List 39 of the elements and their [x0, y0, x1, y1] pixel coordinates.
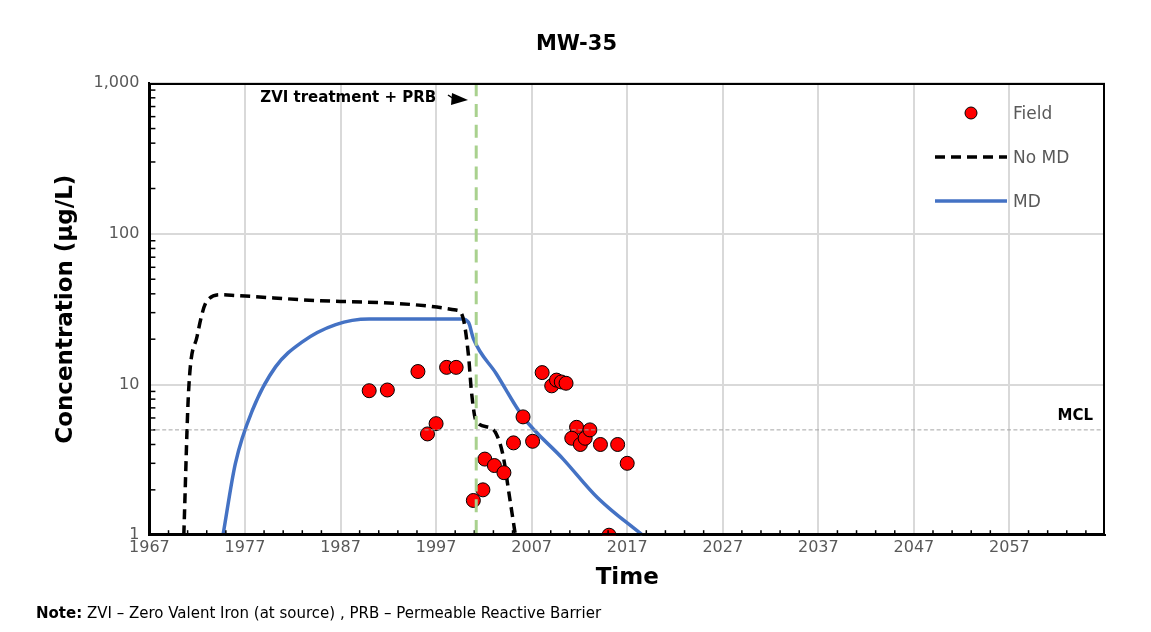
x-tick-label: 1997	[415, 536, 457, 556]
x-tick-label: 2037	[797, 536, 839, 556]
legend-label: No MD	[1013, 147, 1070, 168]
legend-label: Field	[1013, 103, 1053, 124]
point	[361, 383, 377, 399]
point	[410, 364, 426, 380]
point	[486, 458, 502, 474]
x-tick-label: 2047	[893, 536, 935, 556]
point	[610, 436, 626, 452]
x-tick-label: 2017	[606, 536, 648, 556]
x-tick-label: 2007	[511, 536, 552, 556]
text: Note: ZVI – Zero Valent Iron (at source) , PRB – Permeable Reactive Barrier	[36, 604, 602, 622]
y-tick-label: 100	[108, 223, 140, 243]
x-axis-title: Time	[595, 563, 659, 590]
point	[525, 433, 541, 449]
point	[496, 465, 512, 481]
point	[619, 455, 635, 471]
ref-line-label: MCL	[1057, 405, 1094, 424]
point	[515, 409, 531, 425]
point	[448, 359, 464, 375]
point	[592, 436, 608, 452]
y-axis-title: Concentration (µg/L)	[50, 174, 77, 444]
chart-title: MW-35	[535, 31, 618, 56]
point	[558, 375, 574, 391]
legend-label: MD	[1013, 191, 1041, 212]
line-series	[221, 317, 645, 536]
x-tick-label: 2027	[702, 536, 744, 556]
y-tick-label: 1,000	[93, 72, 140, 92]
x-tick-label: 1977	[224, 536, 266, 556]
x-tick-label: 2057	[989, 536, 1030, 556]
point	[428, 416, 444, 432]
y-tick-label: 10	[119, 373, 140, 393]
x-tick-label: 1987	[320, 536, 361, 556]
point	[505, 435, 521, 451]
point	[475, 482, 491, 498]
point	[534, 365, 550, 381]
point	[379, 382, 395, 398]
ref-line-label: ZVI treatment + PRB	[260, 88, 437, 107]
point	[419, 426, 435, 442]
